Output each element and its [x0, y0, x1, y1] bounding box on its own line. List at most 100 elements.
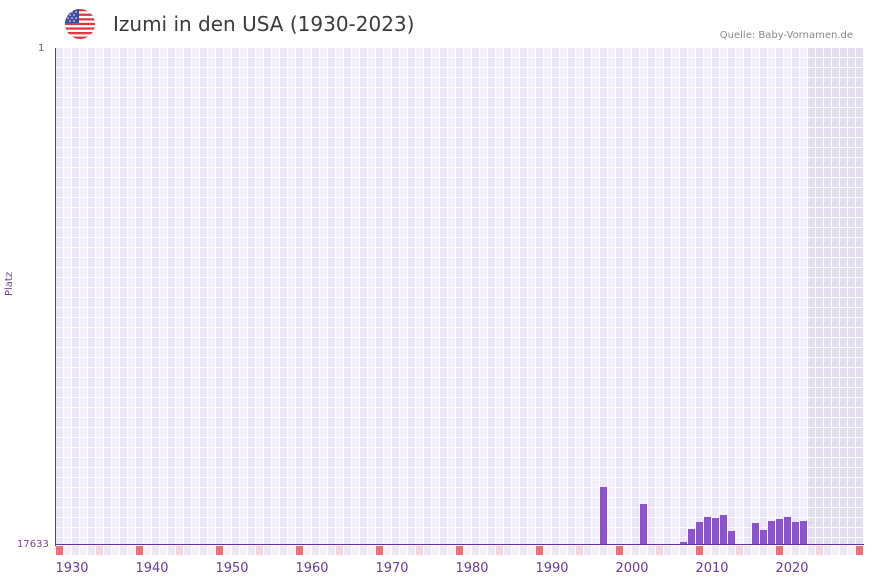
year-marker [528, 546, 536, 555]
grid-column [352, 48, 360, 545]
bar-2020[interactable] [776, 518, 783, 545]
bar-2011[interactable] [704, 517, 711, 545]
bar-2014[interactable] [728, 530, 735, 545]
bar-2010[interactable] [696, 521, 703, 545]
grid-column [56, 48, 64, 545]
grid-column [320, 48, 328, 545]
grid-column [480, 48, 488, 545]
year-marker [440, 546, 448, 555]
year-marker [568, 546, 576, 555]
grid-column [304, 48, 312, 545]
year-marker [464, 546, 472, 555]
year-marker [576, 546, 584, 555]
grid-column [776, 48, 784, 545]
grid-column [512, 48, 520, 545]
year-marker [104, 546, 112, 555]
grid-column [168, 48, 176, 545]
year-marker [112, 546, 120, 555]
grid-column [584, 48, 592, 545]
bar-2018[interactable] [760, 529, 767, 545]
grid-column [672, 48, 680, 545]
year-marker [512, 546, 520, 555]
year-marker [592, 546, 600, 555]
year-marker [536, 546, 544, 555]
year-marker [640, 546, 648, 555]
grid-column [472, 48, 480, 545]
year-marker [280, 546, 288, 555]
year-marker [688, 546, 696, 555]
grid-column [744, 48, 752, 545]
bar-2013[interactable] [720, 514, 727, 545]
grid-column [216, 48, 224, 545]
year-marker [648, 546, 656, 555]
bar-2017[interactable] [752, 522, 759, 545]
grid-column [72, 48, 80, 545]
x-tick-label: 1990 [535, 561, 569, 576]
bar-2023[interactable] [800, 520, 807, 545]
year-marker [136, 546, 144, 555]
x-tick-label: 1970 [375, 561, 409, 576]
grid-column [384, 48, 392, 545]
year-marker [328, 546, 336, 555]
year-marker [432, 546, 440, 555]
bar-2019[interactable] [768, 520, 775, 545]
grid-column [784, 48, 792, 545]
bar-2022[interactable] [792, 521, 799, 545]
grid-column [312, 48, 320, 545]
grid-column [280, 48, 288, 545]
grid-column [96, 48, 104, 545]
year-marker [96, 546, 104, 555]
x-tick-label: 2000 [615, 561, 649, 576]
year-marker [288, 546, 296, 555]
grid-column [656, 48, 664, 545]
grid-column [328, 48, 336, 545]
year-marker [264, 546, 272, 555]
grid-column [752, 48, 760, 545]
year-marker [88, 546, 96, 555]
year-marker [472, 546, 480, 555]
bar-2003[interactable] [640, 503, 647, 545]
grid-column [392, 48, 400, 545]
year-marker [144, 546, 152, 555]
year-marker [448, 546, 456, 555]
grid-column [856, 48, 864, 545]
year-marker [632, 546, 640, 555]
year-marker [224, 546, 232, 555]
grid-column [616, 48, 624, 545]
grid-column [416, 48, 424, 545]
grid-column [424, 48, 432, 545]
bar-2009[interactable] [688, 528, 695, 545]
grid-column [464, 48, 472, 545]
year-marker [312, 546, 320, 555]
year-marker [56, 546, 64, 555]
y-tick-top: 1 [38, 43, 45, 54]
year-marker [296, 546, 304, 555]
year-marker [488, 546, 496, 555]
bar-2012[interactable] [712, 517, 719, 545]
grid-column [696, 48, 704, 545]
year-marker [696, 546, 704, 555]
grid-column [848, 48, 856, 545]
year-marker [792, 546, 800, 555]
grid-column [272, 48, 280, 545]
year-marker [848, 546, 856, 555]
year-marker [304, 546, 312, 555]
grid-column [440, 48, 448, 545]
grid-column [840, 48, 848, 545]
bar-1998[interactable] [600, 486, 607, 545]
x-tick-label: 1960 [295, 561, 329, 576]
grid-column [120, 48, 128, 545]
grid-column [112, 48, 120, 545]
bar-2008[interactable] [680, 542, 687, 545]
grid-column [376, 48, 384, 545]
y-tick-bottom: 17633 [17, 539, 49, 550]
year-marker [240, 546, 248, 555]
year-marker [256, 546, 264, 555]
bar-2021[interactable] [784, 517, 791, 545]
year-marker [168, 546, 176, 555]
year-marker [352, 546, 360, 555]
year-marker [424, 546, 432, 555]
year-marker [360, 546, 368, 555]
year-marker [712, 546, 720, 555]
year-marker [176, 546, 184, 555]
